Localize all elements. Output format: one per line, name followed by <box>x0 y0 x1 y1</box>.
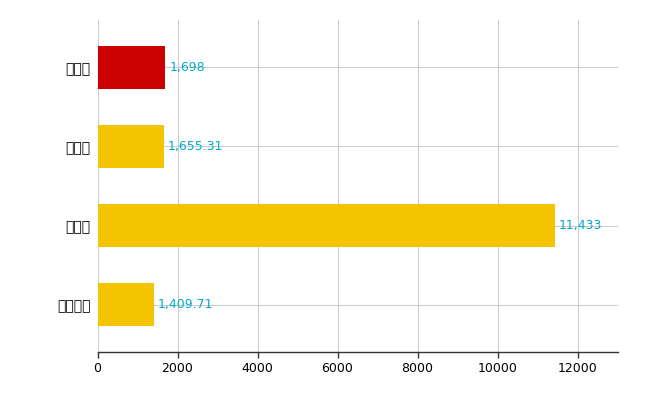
Bar <box>98 204 555 247</box>
Text: 1,698: 1,698 <box>170 61 205 74</box>
Text: 11,433: 11,433 <box>559 219 602 232</box>
Bar <box>98 125 164 168</box>
Bar <box>98 46 165 89</box>
Text: 1,655.31: 1,655.31 <box>168 140 223 153</box>
Bar <box>98 283 154 326</box>
Text: 1,409.71: 1,409.71 <box>158 298 213 311</box>
